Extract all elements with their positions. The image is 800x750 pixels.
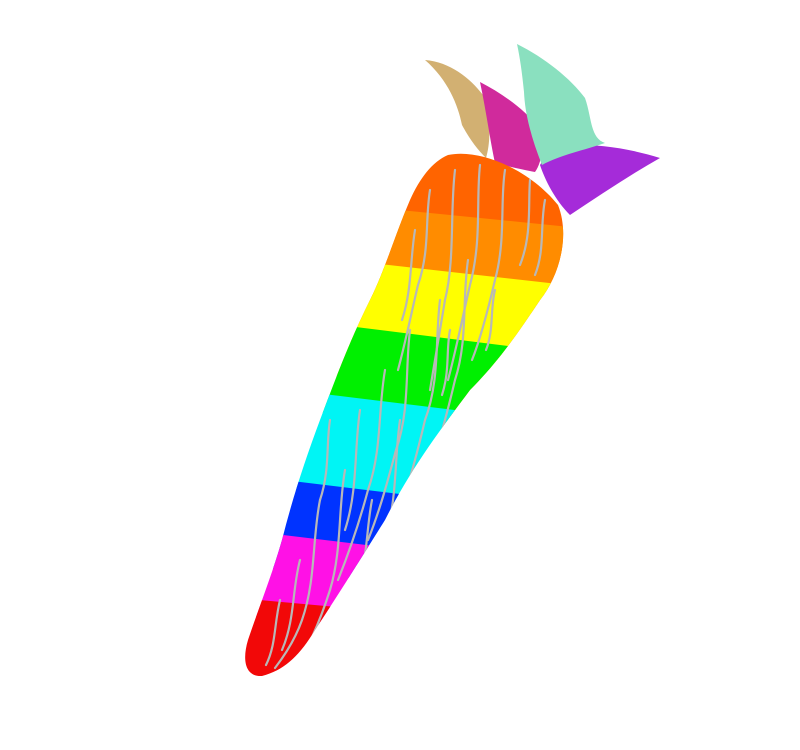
carrot-body <box>245 153 564 677</box>
stripe-red <box>245 590 564 677</box>
leaf-magenta <box>480 82 543 172</box>
leaf-mint <box>517 44 605 165</box>
leaf-tan <box>425 60 490 158</box>
carrot-leaves <box>425 44 660 215</box>
leaf-purple <box>540 144 660 215</box>
